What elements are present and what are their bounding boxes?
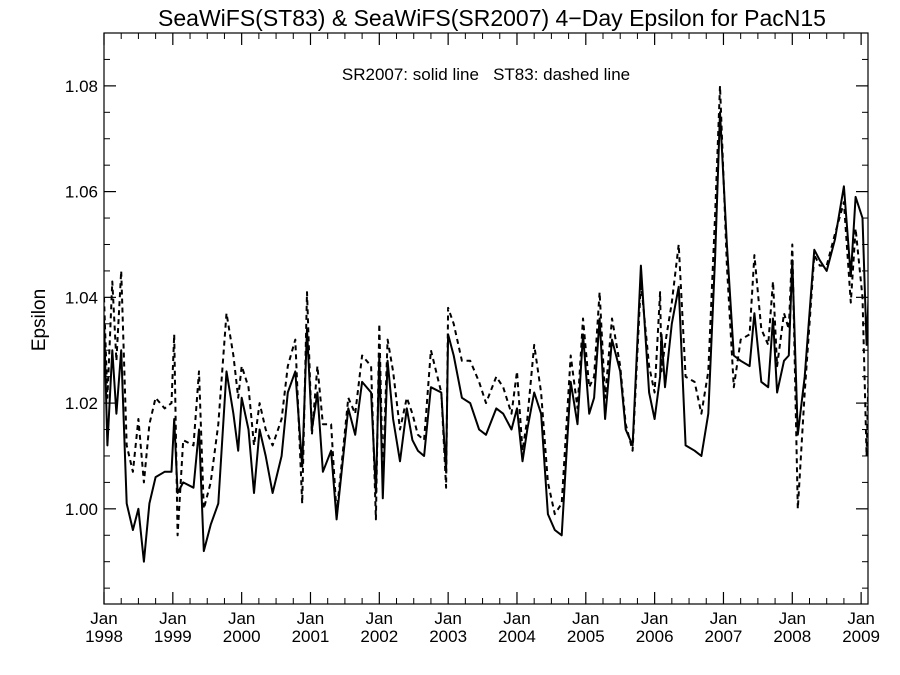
x-tick-year: 1999	[154, 627, 192, 646]
y-tick-label: 1.08	[65, 77, 98, 96]
x-tick-year: 2000	[223, 627, 261, 646]
y-axis-label: Epsilon	[29, 289, 50, 351]
x-tick-month: Jan	[90, 609, 117, 628]
x-tick-month: Jan	[434, 609, 461, 628]
x-tick-year: 2008	[773, 627, 811, 646]
y-tick-label: 1.04	[65, 288, 98, 307]
x-tick-year: 2006	[636, 627, 674, 646]
x-tick-year: 2004	[498, 627, 536, 646]
series-layer	[104, 84, 868, 563]
series-sr2007-line	[104, 111, 868, 563]
y-tick-label: 1.06	[65, 183, 98, 202]
x-tick-month: Jan	[297, 609, 324, 628]
x-tick-month: Jan	[228, 609, 255, 628]
y-tick-label: 1.02	[65, 394, 98, 413]
x-tick-month: Jan	[710, 609, 737, 628]
x-tick-month: Jan	[366, 609, 393, 628]
chart-annotation: SR2007: solid line ST83: dashed line	[342, 65, 630, 84]
x-tick-month: Jan	[572, 609, 599, 628]
x-tick-month: Jan	[159, 609, 186, 628]
x-tick-year: 2007	[705, 627, 743, 646]
axes-layer: 1.001.021.041.061.08Jan1998Jan1999Jan200…	[65, 33, 880, 646]
x-tick-month: Jan	[847, 609, 874, 628]
y-tick-label: 1.00	[65, 500, 98, 519]
x-tick-year: 2005	[567, 627, 605, 646]
chart-title: SeaWiFS(ST83) & SeaWiFS(SR2007) 4−Day Ep…	[158, 5, 826, 31]
x-tick-month: Jan	[641, 609, 668, 628]
series-st83-line	[104, 84, 868, 537]
x-tick-year: 1998	[85, 627, 123, 646]
x-tick-month: Jan	[779, 609, 806, 628]
x-tick-month: Jan	[503, 609, 530, 628]
x-tick-year: 2009	[842, 627, 880, 646]
x-tick-year: 2001	[292, 627, 330, 646]
x-tick-year: 2002	[360, 627, 398, 646]
x-tick-year: 2003	[429, 627, 467, 646]
